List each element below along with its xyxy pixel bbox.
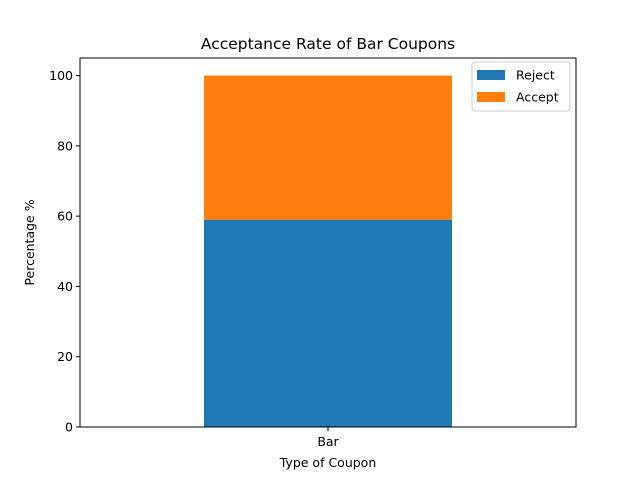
x-axis-label: Type of Coupon (279, 455, 377, 470)
legend-items: Reject Accept (477, 68, 559, 105)
legend: Reject Accept (471, 61, 571, 112)
chart-title: Acceptance Rate of Bar Coupons (201, 35, 455, 53)
y-tick-label: 60 (57, 209, 73, 224)
bar-accept-bar (204, 75, 452, 220)
legend-swatch-accept (477, 92, 505, 102)
bars-layer (204, 75, 452, 427)
y-tick-label: 40 (57, 279, 73, 294)
x-axis-ticks: Bar (317, 427, 340, 449)
x-tick-label: Bar (317, 434, 339, 449)
y-tick-label: 100 (49, 68, 73, 83)
plot-area: 0 20 40 60 80 100 Bar (49, 57, 577, 449)
y-tick-label: 20 (57, 349, 73, 364)
legend-label-reject: Reject (516, 68, 555, 83)
y-axis-ticks: 0 20 40 60 80 100 (49, 68, 80, 435)
y-axis-label: Percentage % (22, 199, 37, 285)
y-tick-label: 80 (57, 138, 73, 153)
legend-swatch-reject (477, 70, 505, 80)
legend-label-accept: Accept (516, 90, 559, 105)
y-tick-label: 0 (65, 420, 73, 435)
bar-reject-bar (204, 219, 452, 427)
